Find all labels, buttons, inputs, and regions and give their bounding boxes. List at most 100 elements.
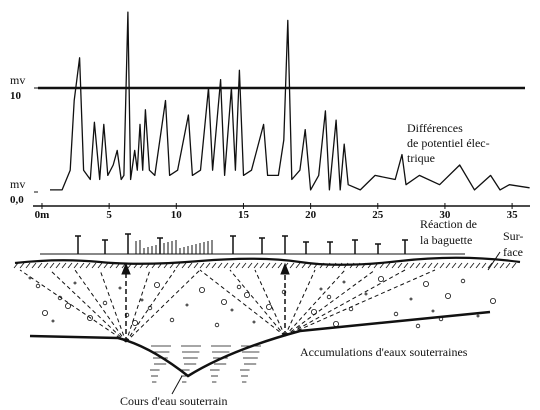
pebble bbox=[87, 314, 94, 321]
pebble bbox=[236, 284, 242, 290]
hatch bbox=[499, 262, 505, 269]
hatch bbox=[127, 262, 133, 269]
pebble bbox=[319, 287, 323, 291]
pebble bbox=[131, 319, 138, 326]
hatch bbox=[259, 262, 265, 269]
data-line bbox=[50, 11, 530, 191]
ground-hatch bbox=[13, 262, 517, 269]
pebble bbox=[51, 319, 55, 323]
hatch bbox=[241, 262, 247, 269]
annotation: trique bbox=[407, 151, 435, 165]
ray bbox=[284, 269, 376, 337]
hatch bbox=[55, 262, 61, 269]
pebble bbox=[393, 311, 399, 317]
pebble bbox=[169, 317, 175, 323]
hatch bbox=[289, 262, 295, 269]
y-unit-label: mv bbox=[10, 73, 25, 87]
hatch bbox=[235, 262, 241, 269]
ray bbox=[74, 269, 127, 343]
hatch bbox=[103, 262, 109, 269]
hatch bbox=[169, 262, 175, 269]
x-tick-label: 15 bbox=[238, 209, 250, 221]
hatch bbox=[313, 262, 319, 269]
ground-surface bbox=[14, 256, 521, 266]
pebble bbox=[140, 298, 144, 302]
hatch bbox=[463, 262, 469, 269]
pebble bbox=[265, 303, 272, 310]
hatch bbox=[247, 262, 253, 269]
hatch bbox=[199, 262, 205, 269]
hatch bbox=[481, 262, 487, 269]
pebble bbox=[297, 325, 301, 329]
pebble bbox=[431, 309, 435, 313]
hatch bbox=[397, 262, 403, 269]
hatch bbox=[253, 262, 259, 269]
hatch bbox=[439, 262, 445, 269]
x-tick-label: 25 bbox=[372, 209, 384, 221]
ray bbox=[284, 269, 346, 337]
hatch bbox=[493, 262, 499, 269]
rays bbox=[19, 269, 436, 343]
pebble bbox=[147, 305, 153, 311]
hatch bbox=[391, 262, 397, 269]
hatch bbox=[187, 262, 193, 269]
hatch bbox=[487, 262, 493, 269]
pebble bbox=[243, 291, 250, 298]
pebble bbox=[326, 294, 332, 300]
ray bbox=[284, 269, 436, 337]
hatch bbox=[223, 262, 229, 269]
pebble bbox=[28, 276, 32, 280]
hatch bbox=[265, 262, 271, 269]
water-hatch bbox=[150, 345, 261, 383]
ray bbox=[229, 269, 286, 337]
annotation: face bbox=[503, 245, 523, 259]
pebble bbox=[444, 292, 451, 299]
ray bbox=[284, 269, 406, 337]
ray bbox=[199, 269, 286, 337]
hatch bbox=[361, 262, 367, 269]
ray bbox=[254, 269, 286, 337]
hatch bbox=[115, 262, 121, 269]
hatch bbox=[157, 262, 163, 269]
hatch bbox=[49, 262, 55, 269]
annotation: la baguette bbox=[420, 233, 472, 247]
hatch bbox=[31, 262, 37, 269]
ray bbox=[125, 269, 151, 343]
pebble bbox=[476, 314, 480, 318]
hatch bbox=[373, 262, 379, 269]
hatch bbox=[229, 262, 235, 269]
pebble bbox=[185, 303, 189, 307]
hatch bbox=[43, 262, 49, 269]
hatch bbox=[457, 262, 463, 269]
pebble bbox=[252, 320, 256, 324]
ray bbox=[19, 269, 127, 343]
hatch bbox=[181, 262, 187, 269]
pebble bbox=[42, 309, 49, 316]
pebble bbox=[124, 312, 130, 318]
hatch bbox=[319, 262, 325, 269]
hatch bbox=[427, 262, 433, 269]
y-unit-label: mv bbox=[10, 177, 25, 191]
arrow bbox=[280, 262, 290, 275]
hatch bbox=[451, 262, 457, 269]
ray bbox=[99, 269, 127, 343]
hatch bbox=[505, 262, 511, 269]
hatch bbox=[349, 262, 355, 269]
pebble bbox=[415, 323, 421, 329]
x-tick-label: 35 bbox=[507, 209, 519, 221]
hatch bbox=[85, 262, 91, 269]
pebble bbox=[198, 286, 205, 293]
hatch bbox=[295, 262, 301, 269]
pebble bbox=[332, 320, 339, 327]
hatch bbox=[19, 262, 25, 269]
hatch bbox=[331, 262, 337, 269]
pebble bbox=[73, 281, 77, 285]
hatch bbox=[163, 262, 169, 269]
annotation: Sur- bbox=[503, 229, 523, 243]
hatch bbox=[385, 262, 391, 269]
pebble bbox=[118, 286, 122, 290]
hatch bbox=[325, 262, 331, 269]
pebble bbox=[422, 280, 429, 287]
